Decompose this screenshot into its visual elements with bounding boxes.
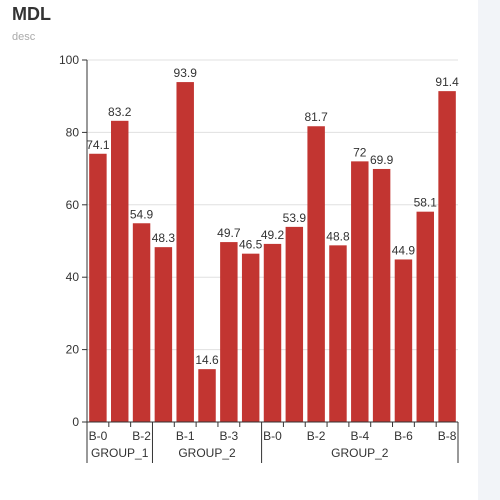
data-label: 93.9 [174,66,198,80]
x-tick-label: B-8 [438,429,457,443]
data-label: 91.4 [435,75,459,89]
data-label: 48.8 [326,229,350,243]
x-tick-label: B-6 [394,429,413,443]
bar [438,91,456,422]
bar [307,126,325,422]
data-label: 58.1 [414,196,438,210]
data-label: 44.9 [392,243,416,257]
y-tick-label: 0 [72,415,79,429]
bar [351,161,369,423]
group-label: GROUP_2 [178,446,236,460]
x-tick-label: B-1 [176,429,195,443]
data-label: 49.2 [261,228,285,242]
bar [154,247,173,422]
axes: 0 20 40 60 80 100 B-0 B-2 B-1 B-3 B-0 B-2 B-4 B-6 B-8 G… [59,53,459,463]
bar [176,82,194,422]
x-tick-label: B-4 [350,429,369,443]
data-label: 54.9 [130,207,154,221]
y-tick-label: 100 [59,53,79,67]
bar [416,211,434,422]
bar [329,245,347,422]
x-tick-label: B-0 [89,429,108,443]
bar [220,242,238,422]
bars [89,82,456,423]
chart-subtitle: desc [12,31,36,43]
bar [263,243,282,422]
data-label: 83.2 [108,105,132,119]
y-tick-label: 80 [66,125,80,139]
y-tick-label: 60 [66,198,80,212]
data-label: 69.9 [370,153,394,167]
chart-title: MDL [12,4,51,24]
bar [285,226,304,422]
data-label: 53.9 [283,211,307,225]
bar-chart: 74.1 83.2 54.9 48.3 93.9 14.6 49.746.549.2 53.9… [59,53,459,463]
bar [372,168,391,422]
data-label: 46.5 [239,238,263,252]
bar [198,369,216,422]
bar [394,259,413,422]
data-label: 72 [353,145,367,159]
x-tick-label: B-0 [263,429,282,443]
data-label: 74.1 [86,138,110,152]
chart-card: MDL desc 74.1 83.2 54.9 48.3 93.9 14.6 49.7 46.… [0,0,478,500]
y-tick-label: 20 [66,343,80,357]
data-label: 48.3 [152,231,176,245]
bar [89,153,107,422]
data-label: 81.7 [304,110,328,124]
data-labels: 74.1 83.2 54.9 48.3 93.9 14.6 49.746.549.2 53.9… [86,66,459,367]
data-label: 14.6 [195,353,219,367]
x-tick-label: B-2 [307,429,326,443]
group-label: GROUP_2 [331,446,389,460]
x-tick-label: B-2 [132,429,151,443]
bar [111,120,129,422]
bar [241,253,260,422]
bar [132,223,151,422]
group-label: GROUP_1 [91,446,149,460]
x-tick-label: B-3 [220,429,239,443]
data-label: 49.7 [217,226,241,240]
y-tick-label: 40 [66,270,80,284]
